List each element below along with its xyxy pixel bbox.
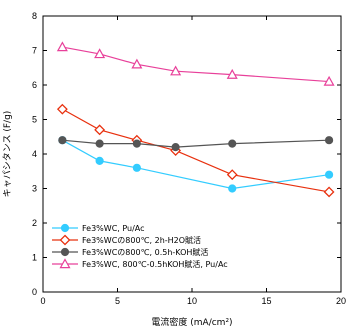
y-tick-label: 7 xyxy=(32,46,37,56)
legend-label: Fe3%WCの800℃, 2h-H2O賦活 xyxy=(82,235,201,245)
y-tick-label: 2 xyxy=(32,218,37,228)
data-point xyxy=(56,41,68,52)
y-tick-label: 6 xyxy=(32,80,37,90)
series-line xyxy=(62,46,330,83)
data-point xyxy=(95,139,104,148)
y-axis-title: キャパシタンス (F/g) xyxy=(2,111,13,198)
x-tick-label: 15 xyxy=(261,296,271,306)
y-tick-label: 3 xyxy=(32,184,37,194)
legend-label: Fe3%WC, 800℃-0.5hKOH賦活, Pu/Ac xyxy=(82,259,228,269)
data-point xyxy=(226,68,238,79)
legend-marker xyxy=(60,223,70,233)
series-layer xyxy=(56,41,335,198)
legend-marker xyxy=(60,247,70,257)
data-point xyxy=(228,184,237,193)
y-tick-label: 4 xyxy=(32,149,37,159)
y-tick-label: 1 xyxy=(32,253,37,263)
legend-entry: Fe3%WCの800℃, 2h-H2O賦活 xyxy=(52,234,201,246)
data-point xyxy=(171,143,180,152)
x-tick-label: 0 xyxy=(40,296,45,306)
data-point xyxy=(324,170,334,179)
data-point xyxy=(132,139,141,148)
data-point xyxy=(323,186,335,198)
x-tick-label: 10 xyxy=(187,296,197,306)
data-point xyxy=(95,156,104,165)
series-line xyxy=(62,139,330,190)
legend-marker xyxy=(59,234,71,246)
ticks-layer: 0 5 10 15 20 0 1 2 3 4 5 6 7 8 xyxy=(32,11,346,306)
series-line xyxy=(62,108,330,193)
x-tick-label: 5 xyxy=(115,296,120,306)
y-tick-label: 5 xyxy=(32,115,37,125)
y-tick-label: 8 xyxy=(32,11,37,21)
data-point xyxy=(323,75,335,86)
data-point xyxy=(94,48,106,59)
data-point xyxy=(56,103,68,115)
series-4 xyxy=(56,41,335,86)
data-point xyxy=(228,139,237,148)
data-point xyxy=(324,136,334,145)
legend-entry: Fe3%WC, Pu/Ac xyxy=(52,223,145,233)
series-3 xyxy=(58,136,334,152)
legend-label: Fe3%WCの800℃, 0.5h-KOH賦活 xyxy=(82,247,208,257)
data-point xyxy=(226,169,238,181)
y-tick-label: 0 xyxy=(32,287,37,297)
data-point xyxy=(170,65,182,76)
series-2 xyxy=(56,103,335,198)
legend-label: Fe3%WC, Pu/Ac xyxy=(82,224,145,233)
legend-marker xyxy=(59,258,71,269)
data-point xyxy=(131,58,143,69)
legend-entry: Fe3%WC, 800℃-0.5hKOH賦活, Pu/Ac xyxy=(52,258,228,269)
data-point xyxy=(94,124,106,136)
legend: Fe3%WC, Pu/Ac Fe3%WCの800℃, 2h-H2O賦活 Fe3%WC… xyxy=(52,223,228,269)
series-line xyxy=(62,139,330,148)
data-point xyxy=(132,163,141,172)
x-axis-title: 電流密度 (mA/cm²) xyxy=(151,316,232,328)
x-tick-label: 20 xyxy=(336,296,346,306)
data-point xyxy=(58,136,67,145)
legend-entry: Fe3%WCの800℃, 0.5h-KOH賦活 xyxy=(52,247,208,257)
